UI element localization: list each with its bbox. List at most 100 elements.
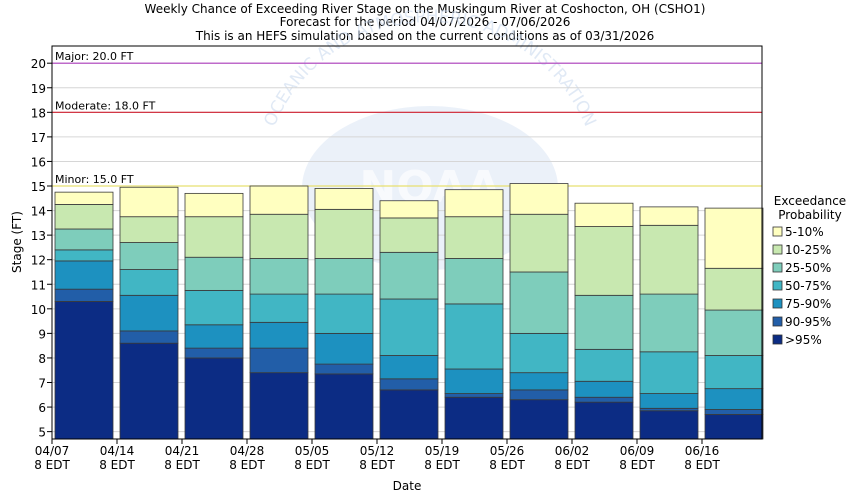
bar-segment: [444, 216, 504, 259]
bar-segment: [119, 242, 179, 270]
x-tick-label: 06/02: [555, 444, 590, 458]
bar-segment: [444, 368, 504, 394]
bar-segment: [704, 414, 764, 440]
title-line-2: Forecast for the period 04/07/2026 - 07/…: [280, 15, 571, 29]
bar-segment: [639, 410, 699, 440]
bar-segment: [314, 258, 374, 295]
bar-segment: [639, 351, 699, 394]
y-tick-label: 13: [31, 229, 46, 243]
bar-segment: [184, 347, 244, 359]
legend-swatch: [772, 226, 783, 237]
y-tick-label: 9: [38, 327, 46, 341]
x-tick-label: 04/07: [35, 444, 70, 458]
bar-segment: [574, 226, 634, 296]
bar-segment: [314, 188, 374, 210]
y-tick-label: 15: [31, 180, 46, 194]
bar-segment: [574, 202, 634, 227]
x-tick-label-time: 8 EDT: [554, 458, 590, 472]
bar-segment: [574, 380, 634, 398]
threshold-label: Minor: 15.0 FT: [55, 173, 134, 186]
bar-segment: [184, 256, 244, 291]
x-tick-label-time: 8 EDT: [294, 458, 330, 472]
y-tick-label: 14: [31, 205, 46, 219]
y-axis: 5 6 7 8 9 10 11 12 13 14 15 16 17 18 19 20: [31, 57, 52, 440]
x-tick-label-time: 8 EDT: [489, 458, 525, 472]
x-tick-label: 06/09: [620, 444, 655, 458]
legend-swatch: [772, 316, 783, 327]
bar-segment: [184, 357, 244, 440]
legend-label: 50-75%: [785, 279, 831, 293]
legend-label: 75-90%: [785, 297, 831, 311]
legend-label: 10-25%: [785, 243, 831, 257]
bar-segment: [509, 372, 569, 391]
bar-segment: [119, 342, 179, 440]
bar-segment: [119, 294, 179, 332]
bar-segment: [249, 372, 309, 440]
bar-segment: [704, 388, 764, 410]
bar-segment: [249, 213, 309, 259]
bar-segment: [379, 298, 439, 356]
bar-segment: [249, 185, 309, 215]
threshold-label: Moderate: 18.0 FT: [55, 99, 156, 112]
bar-segment: [444, 303, 504, 370]
y-tick-label: 20: [31, 57, 46, 71]
plot-border: [51, 45, 763, 440]
bar-segment: [444, 396, 504, 440]
y-tick-label: 16: [31, 155, 46, 169]
threshold-labels: Major: 20.0 FT Moderate: 18.0 FT Minor: 15…: [55, 50, 156, 186]
bar-segment: [184, 192, 244, 218]
bar-segment: [704, 309, 764, 356]
title-line-3: This is an HEFS simulation based on the …: [195, 29, 655, 43]
bar-segment: [704, 267, 764, 311]
bar-segment: [314, 332, 374, 365]
bar-segment: [54, 301, 114, 440]
bar-segment: [444, 189, 504, 218]
week-bar: [184, 192, 244, 440]
flood-thresholds: [52, 62, 762, 187]
x-tick-label-time: 8 EDT: [164, 458, 200, 472]
legend-label: 90-95%: [785, 315, 831, 329]
bar-segment: [119, 330, 179, 344]
legend-swatch: [772, 298, 783, 309]
week-bar: [639, 206, 699, 440]
y-tick-label: 10: [31, 303, 46, 317]
bar-segment: [574, 348, 634, 382]
y-tick-label: 12: [31, 254, 46, 268]
bar-segment: [444, 258, 504, 305]
bar-segment: [54, 260, 114, 290]
bar-segment: [54, 191, 114, 205]
x-tick-label-time: 8 EDT: [619, 458, 655, 472]
bar-segment: [54, 288, 114, 302]
y-tick-label: 17: [31, 131, 46, 145]
y-tick-label: 8: [38, 352, 46, 366]
bar-segment: [704, 355, 764, 390]
bar-segment: [379, 200, 439, 219]
bar-segment: [704, 207, 764, 269]
bar-segment: [314, 293, 374, 334]
x-tick-label: 04/21: [165, 444, 200, 458]
bar-segment: [249, 293, 309, 323]
bar-segment: [509, 399, 569, 440]
bar-segment: [704, 409, 764, 415]
bar-segment: [444, 393, 504, 398]
week-bar: [119, 186, 179, 440]
legend-swatch: [772, 244, 783, 255]
bar-segment: [249, 258, 309, 295]
bar-segment: [119, 216, 179, 243]
bar-segment: [509, 332, 569, 374]
bar-segment: [379, 355, 439, 380]
x-tick-label: 05/12: [360, 444, 395, 458]
bar-segment: [574, 396, 634, 403]
bar-segment: [119, 269, 179, 296]
x-tick-label: 04/28: [230, 444, 265, 458]
bar-segment: [249, 321, 309, 349]
bar-segment: [249, 347, 309, 374]
threshold-label: Major: 20.0 FT: [55, 50, 134, 63]
bar-segment: [574, 401, 634, 440]
bar-segment: [379, 251, 439, 300]
bar-series: [54, 183, 764, 440]
title-line-1: Weekly Chance of Exceeding River Stage o…: [145, 2, 706, 16]
bar-segment: [574, 294, 634, 350]
